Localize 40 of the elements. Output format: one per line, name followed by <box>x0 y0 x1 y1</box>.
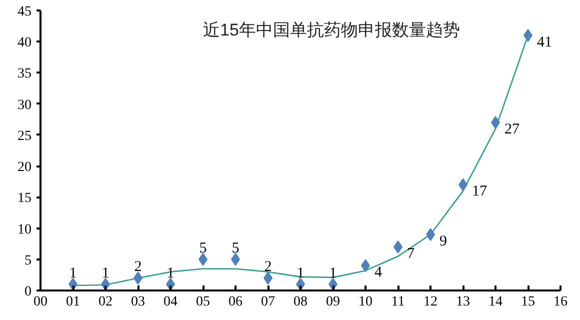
x-tick-label: 14 <box>488 294 502 310</box>
y-tick-label: 40 <box>18 36 32 51</box>
x-tick-label: 07 <box>261 294 275 310</box>
x-tick-label: 04 <box>164 294 178 310</box>
data-label: 4 <box>374 264 382 281</box>
y-tick-label: 30 <box>18 98 32 113</box>
y-tick-label: 20 <box>18 160 32 176</box>
x-tick-label: 09 <box>326 294 340 310</box>
data-label: 27 <box>504 122 520 138</box>
data-label: 9 <box>440 234 447 250</box>
x-tick-label: 01 <box>66 294 80 310</box>
y-tick-label: 0 <box>24 284 32 300</box>
data-label: 2 <box>134 259 142 276</box>
x-tick-label: 10 <box>358 294 372 310</box>
x-tick-label: 15 <box>521 294 535 310</box>
data-label: 7 <box>407 246 415 262</box>
x-tick-label: 08 <box>294 294 308 310</box>
data-label: 2 <box>264 259 272 276</box>
x-tick-label: 12 <box>424 294 438 310</box>
y-tick-label: 35 <box>18 66 32 82</box>
text: 近15年中国单抗药物申报数量趋势 <box>203 20 460 40</box>
x-tick-label: 02 <box>98 294 112 310</box>
x-tick-label: 05 <box>196 294 210 310</box>
y-tick-label: 25 <box>18 128 32 144</box>
data-label: 41 <box>537 34 552 50</box>
y-tick-label: 10 <box>18 222 32 238</box>
x-tick-label: 11 <box>391 294 405 310</box>
y-tick-label: 15 <box>18 191 32 206</box>
data-label: 5 <box>199 240 207 256</box>
data-label: 1 <box>69 265 77 282</box>
data-label: 1 <box>102 265 110 282</box>
data-label: 17 <box>472 184 488 200</box>
y-tick-label: 45 <box>18 4 32 20</box>
y-tick-label: 5 <box>24 253 32 268</box>
x-tick-label: 03 <box>131 294 145 310</box>
x-tick-label: 13 <box>456 294 470 310</box>
data-label: 5 <box>232 240 240 256</box>
x-tick-label: 00 <box>34 294 48 310</box>
x-tick-label: 16 <box>554 294 568 310</box>
x-tick-label: 06 <box>228 294 242 310</box>
